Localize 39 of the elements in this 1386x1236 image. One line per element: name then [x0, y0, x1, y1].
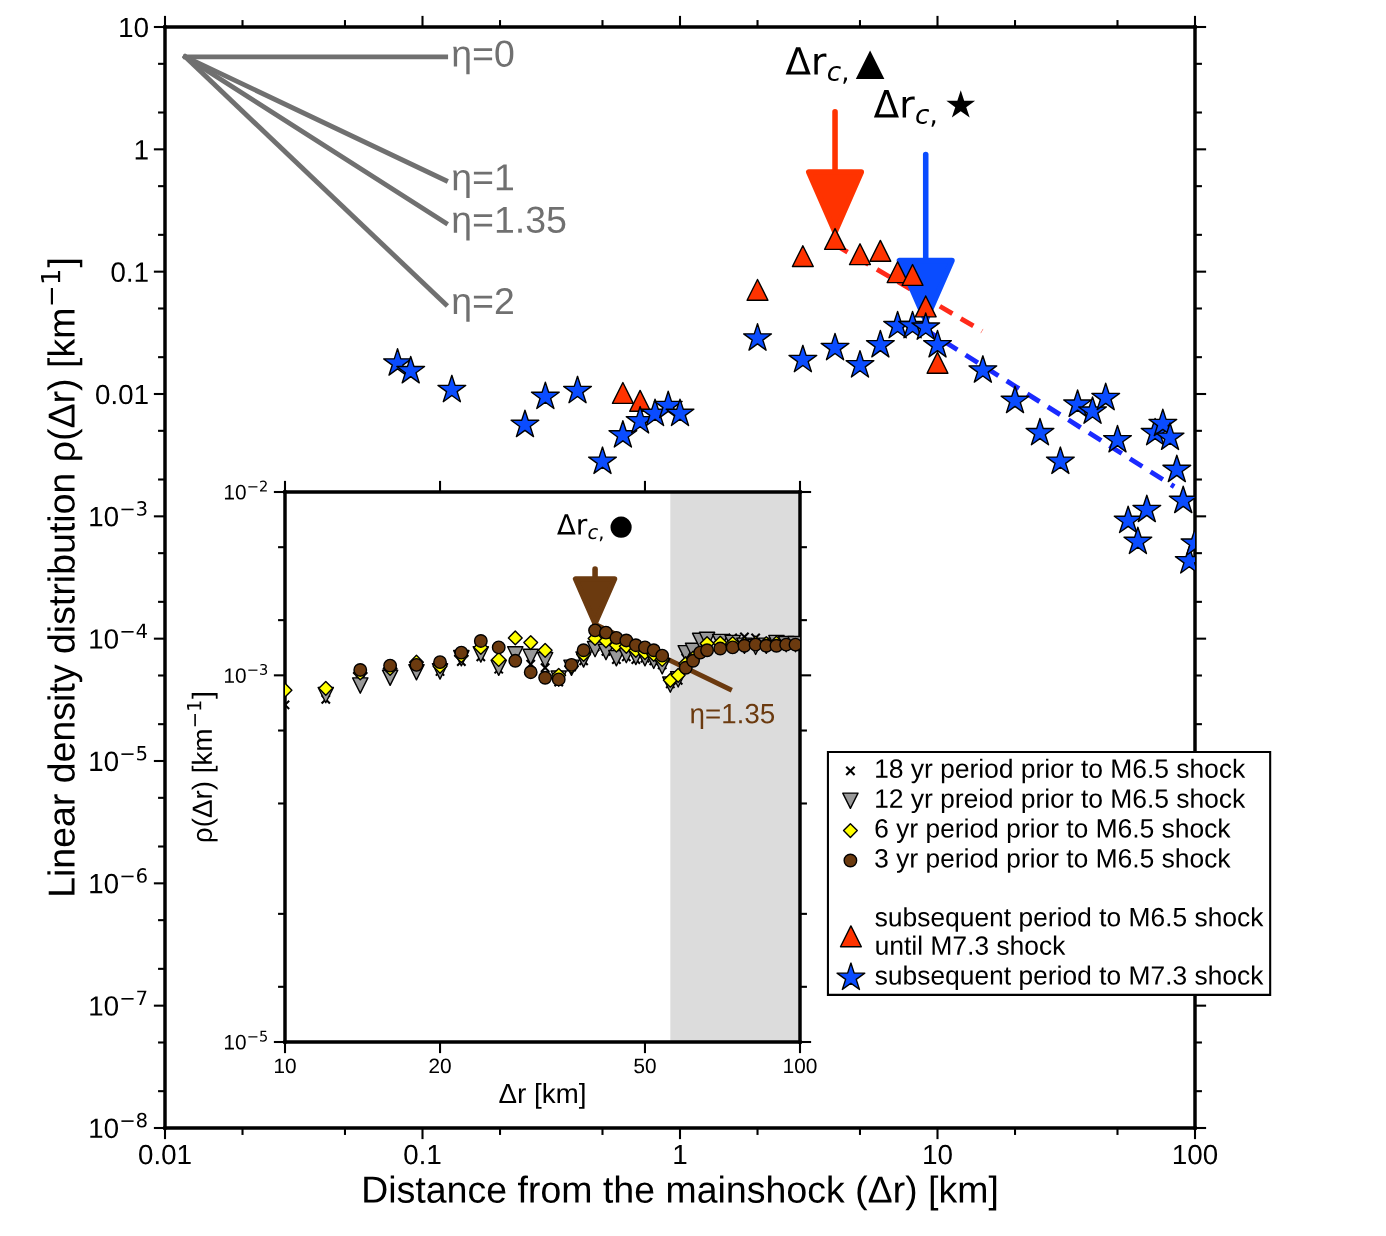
legend-label: 3 yr period prior to M6.5 shock — [875, 848, 1231, 873]
x-tick-label: 100 — [784, 1058, 817, 1074]
annotation: Δr$_{c,}$▲ — [785, 47, 885, 84]
x-axis-title: Δr [km] — [499, 1082, 585, 1109]
x-tick-label: 0.1 — [404, 1144, 441, 1165]
y-tick-label: 10$^{−7}$ — [90, 990, 147, 1016]
x-tick-label: 10 — [924, 1144, 952, 1165]
x-tick-label: 0.01 — [139, 1144, 191, 1165]
legend-label: 6 yr period prior to M6.5 shock — [875, 818, 1231, 843]
series-label: η=2 — [453, 287, 513, 322]
y-tick-label: 10$^{−5}$ — [224, 1030, 267, 1050]
y-tick-label: 10$^{−3}$ — [90, 501, 147, 527]
x-tick-label: 100 — [1173, 1144, 1218, 1165]
y-tick-label: 1 — [135, 140, 148, 160]
series-label: η=1.35 — [690, 703, 775, 729]
series-label: η=1 — [453, 164, 513, 198]
x-tick-label: 10 — [275, 1058, 296, 1074]
x-axis-title: Distance from the mainshock (Δr) [km] — [364, 1175, 997, 1211]
y-tick-label: 10$^{−3}$ — [224, 663, 268, 683]
y-tick-label: 10$^{−8}$ — [90, 1112, 147, 1139]
x-tick-label: 1 — [674, 1144, 687, 1165]
y-axis-title: ρ(Δr) [km$^{−1}$] — [187, 693, 218, 842]
y-tick-label: 10$^{−4}$ — [90, 623, 147, 649]
y-tick-label: 10$^{−2}$ — [224, 480, 267, 500]
legend-label: 18 yr period prior to M6.5 shock — [876, 758, 1246, 784]
x-tick-label: 20 — [429, 1058, 451, 1074]
y-axis-title: Linear density distribution ρ(Δr) [km$^{−1}$] — [41, 259, 83, 895]
y-tick-label: 10 — [120, 17, 148, 38]
y-tick-label: 0.01 — [96, 384, 148, 405]
annotation: Δr$_{c,}$★ — [873, 90, 976, 127]
legend-label: subsequent period to M7.3 shock — [875, 965, 1264, 991]
y-tick-label: 10$^{−6}$ — [90, 868, 147, 894]
legend-label: 12 yr preiod prior to M6.5 shock — [876, 788, 1246, 814]
series-label: η=0 — [453, 40, 514, 75]
y-tick-label: 0.1 — [111, 262, 148, 283]
series-label: η=1.35 — [453, 206, 566, 241]
annotation: Δr$_{c,}$● — [557, 514, 632, 542]
y-tick-label: 10$^{−5}$ — [90, 746, 147, 772]
x-tick-label: 50 — [634, 1058, 656, 1074]
